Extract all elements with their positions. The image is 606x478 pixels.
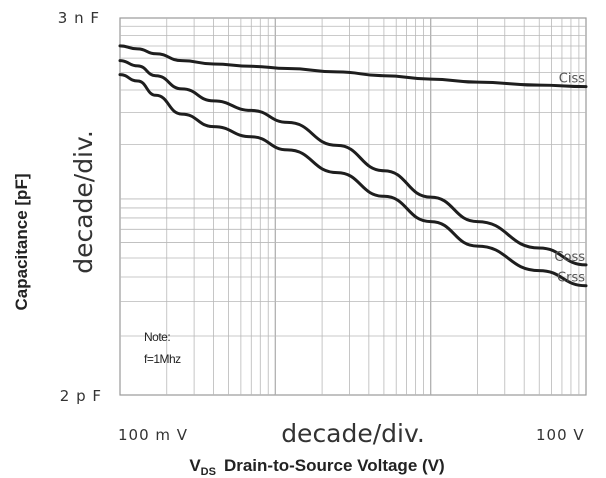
series-ciss-line (118, 44, 588, 89)
x-axis-title-subscript: DS (201, 466, 216, 478)
series-ciss-label: Ciss (559, 72, 585, 87)
y-tick-bottom: 2 p F (60, 387, 102, 405)
series-crss-label: Crss (557, 271, 585, 286)
x-axis-title-text: Drain-to-Source Voltage (V) (224, 456, 445, 475)
y-axis-title: Capacitance [pF] (12, 174, 31, 311)
note-frequency: f=1Mhz (144, 352, 181, 366)
y-tick-top: 3 n F (58, 9, 100, 27)
plot-frame (119, 17, 587, 396)
series-crss-line (118, 73, 588, 288)
x-axis-title: VDS Drain-to-Source Voltage (V) (189, 456, 444, 478)
series-coss-line (118, 59, 588, 267)
x-tick-right: 100 V (536, 426, 585, 444)
note-title: Note: (144, 330, 170, 344)
series-coss-label: Coss (554, 250, 585, 265)
x-division-label: decade/div. (281, 419, 425, 448)
x-tick-left: 100 m V (118, 426, 188, 444)
grid (119, 17, 587, 396)
y-division-label: decade/div. (69, 130, 98, 274)
series-lines: Ciss Coss Crss (118, 44, 588, 288)
x-axis-title-prefix: V (189, 456, 201, 475)
